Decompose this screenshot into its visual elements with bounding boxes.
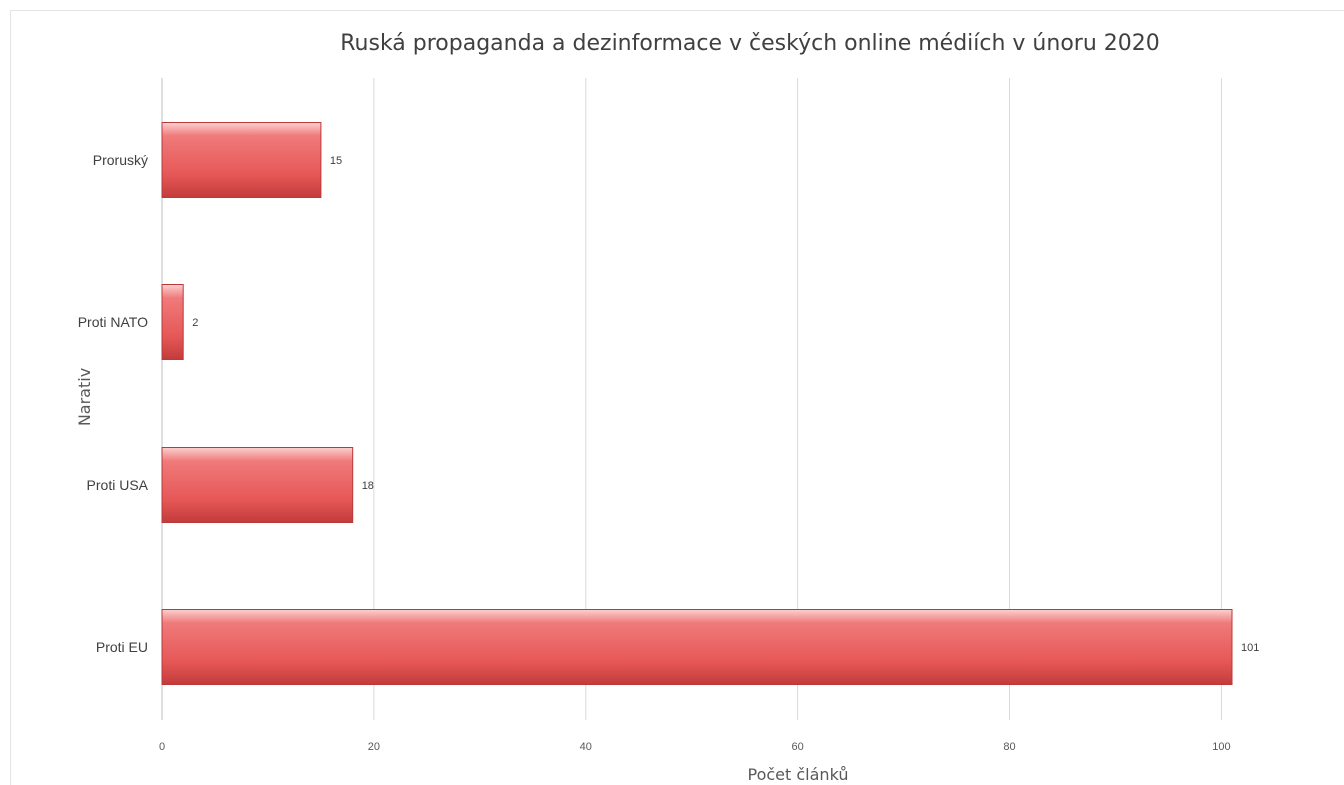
bar [161, 122, 322, 198]
chart-title: Ruská propaganda a dezinformace v českýc… [340, 31, 1160, 56]
category-label: Proti EU [96, 639, 148, 655]
x-tick-labels: 0 20 40 60 80 100 [159, 741, 1231, 753]
y-axis-title: Narativ [75, 368, 94, 426]
x-tick-label: 40 [580, 741, 592, 753]
bar [161, 609, 1233, 685]
data-label: 18 [362, 480, 374, 492]
bars [161, 122, 1233, 685]
bar [161, 284, 184, 360]
x-axis-title: Počet článků [748, 765, 849, 784]
bar [161, 447, 354, 523]
data-labels: 15 2 18 101 [192, 155, 1259, 654]
category-label: Proruský [93, 152, 148, 168]
x-tick-label: 20 [368, 741, 380, 753]
x-tick-label: 60 [792, 741, 804, 753]
data-label: 15 [330, 155, 342, 167]
x-tick-label: 100 [1212, 741, 1230, 753]
category-label: Proti NATO [78, 314, 148, 330]
data-label: 101 [1241, 642, 1259, 654]
x-tick-label: 0 [159, 741, 165, 753]
category-labels: Proruský Proti NATO Proti USA Proti EU [78, 152, 149, 655]
category-label: Proti USA [87, 477, 149, 493]
chart-frame [10, 10, 1344, 785]
x-tick-label: 80 [1003, 741, 1015, 753]
data-label: 2 [192, 317, 198, 329]
